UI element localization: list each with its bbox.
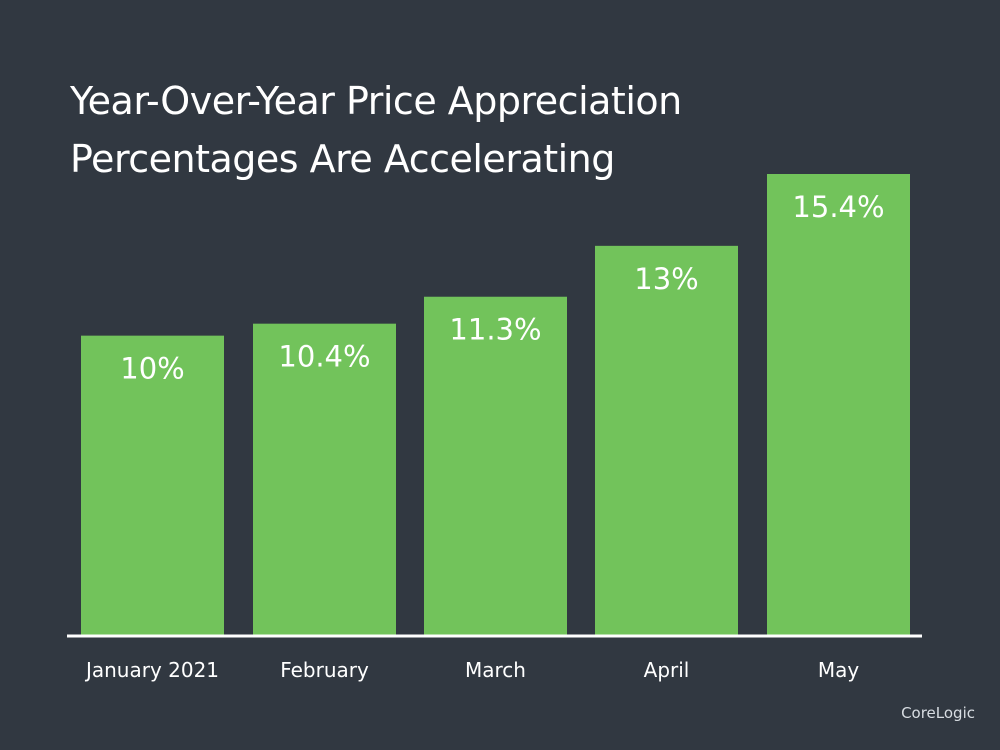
x-tick-label-3: March [465,658,526,682]
bar-4 [595,245,738,635]
x-tick-label-1: January 2021 [84,658,219,682]
chart-title-line-2: Percentages Are Accelerating [70,137,615,181]
bar-1 [81,335,224,635]
data-label-3: 11.3% [449,313,541,347]
bar-2 [253,323,396,635]
data-label-5: 15.4% [792,190,884,224]
chart-title-line-1: Year-Over-Year Price Appreciation [70,79,682,123]
x-tick-label-2: February [280,658,369,682]
chart-title: Year-Over-Year Price Appreciation Percen… [70,72,682,188]
bar-5 [767,174,910,635]
bar-3 [424,296,567,635]
data-label-4: 13% [634,262,698,296]
source-credit: CoreLogic [901,704,975,722]
x-tick-label-5: May [818,658,860,682]
data-label-1: 10% [120,352,184,386]
data-label-2: 10.4% [278,340,370,374]
x-tick-label-4: April [644,658,690,682]
